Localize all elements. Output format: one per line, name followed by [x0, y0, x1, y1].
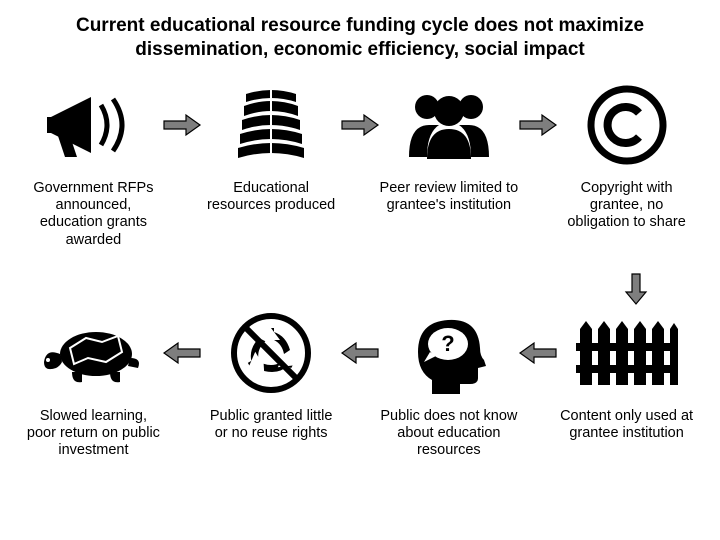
- step-2: [202, 80, 340, 170]
- step-8: [24, 308, 162, 398]
- copyright-icon: [585, 80, 669, 170]
- top-icon-row: [24, 80, 696, 170]
- page-title: Current educational resource funding cyc…: [24, 14, 696, 62]
- step-3: [380, 80, 518, 170]
- step-caption: Slowed learning, poor return on public i…: [24, 408, 163, 460]
- arrow-down-icon: [24, 272, 696, 306]
- step-6: ?: [380, 308, 518, 398]
- step-caption: Content only used at grantee institution: [557, 408, 696, 443]
- arrow-right-icon: [162, 80, 202, 170]
- step-caption: Copyright with grantee, no obligation to…: [557, 180, 696, 232]
- head-question-icon: ?: [404, 308, 494, 398]
- arrow-right-icon: [518, 80, 558, 170]
- svg-text:?: ?: [441, 331, 454, 356]
- step-caption: Public does not know about education res…: [379, 408, 518, 460]
- step-7: [202, 308, 340, 398]
- turtle-icon: [38, 308, 148, 398]
- group-icon: [399, 80, 499, 170]
- fence-icon: [572, 308, 682, 398]
- arrow-left-icon: [518, 308, 558, 398]
- arrow-left-icon: [340, 308, 380, 398]
- step-caption: Educational resources produced: [202, 180, 341, 215]
- bottom-icon-row: ?: [24, 308, 696, 398]
- step-1: [24, 80, 162, 170]
- no-recycle-icon: [228, 308, 314, 398]
- step-caption: Public granted little or no reuse rights: [202, 408, 341, 443]
- bottom-caption-row: Slowed learning, poor return on public i…: [24, 406, 696, 496]
- arrow-left-icon: [162, 308, 202, 398]
- step-caption: Government RFPs announced, education gra…: [24, 180, 163, 250]
- megaphone-icon: [43, 80, 143, 170]
- books-icon: [226, 80, 316, 170]
- step-caption: Peer review limited to grantee's institu…: [379, 180, 518, 215]
- arrow-right-icon: [340, 80, 380, 170]
- step-5: [558, 308, 696, 398]
- top-caption-row: Government RFPs announced, education gra…: [24, 178, 696, 268]
- step-4: [558, 80, 696, 170]
